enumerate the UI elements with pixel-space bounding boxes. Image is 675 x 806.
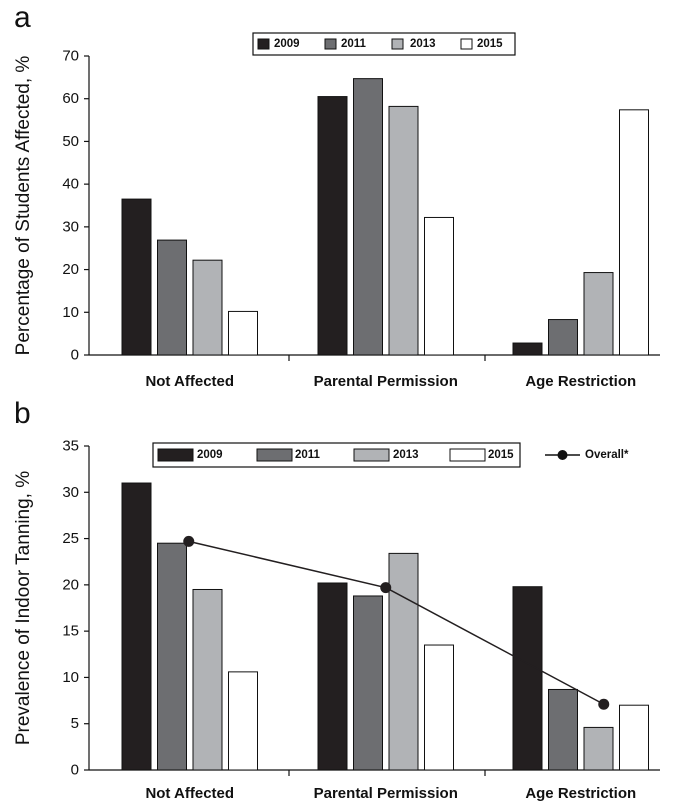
legend-swatch-2015 — [449, 448, 486, 462]
bar-2009-age-restriction — [512, 342, 543, 356]
bar-2013-age-restriction — [583, 726, 614, 771]
y-axis-label: Prevalence of Indoor Tanning, % — [13, 471, 34, 745]
legend-swatch-2011 — [256, 448, 293, 462]
legend-label-2013: 2013 — [410, 38, 436, 50]
bar-2013-parental-permission — [388, 552, 419, 771]
category-label: Parental Permission — [314, 373, 458, 390]
bar-2013-age-restriction — [583, 272, 614, 356]
legend-label-2015: 2015 — [488, 449, 514, 461]
y-tick-label: 5 — [71, 715, 79, 732]
chart-panel-b: b Prevalence of Indoor Tanning, % 0 5 10 15 20… — [13, 397, 660, 802]
overall-point-age-restriction — [598, 698, 610, 710]
bar-2013-not-affected — [192, 588, 223, 771]
bar-2015-age-restriction — [619, 704, 649, 771]
y-tick-label: 30 — [62, 218, 79, 235]
bar-2013-parental-permission — [388, 105, 419, 356]
y-tick-label: 30 — [62, 484, 79, 501]
category-label: Not Affected — [145, 373, 234, 390]
y-tick-label: 0 — [71, 762, 79, 779]
legend-label-2011: 2011 — [341, 38, 367, 50]
chart-panel-a: a Percentage of Students Affected, % 0 10 20… — [13, 1, 660, 390]
legend-label-2009: 2009 — [197, 449, 223, 461]
y-tick-label: 70 — [62, 48, 79, 65]
legend-label-2011: 2011 — [295, 449, 321, 461]
bar-2015-age-restriction — [619, 109, 649, 356]
panel-label: b — [14, 397, 31, 430]
y-tick-label: 10 — [62, 304, 79, 321]
bar-2011-parental-permission — [353, 78, 383, 356]
y-tick-label: 20 — [62, 576, 79, 593]
y-tick-label: 20 — [62, 261, 79, 278]
bar-2015-not-affected — [228, 671, 258, 771]
legend-box — [252, 32, 516, 56]
bar-2011-age-restriction — [548, 688, 578, 771]
legend-label-2013: 2013 — [393, 449, 419, 461]
category-label: Not Affected — [145, 785, 234, 802]
bar-2009-age-restriction — [512, 586, 543, 771]
bar-2011-parental-permission — [353, 595, 383, 771]
legend-label-overall: Overall* — [585, 449, 629, 461]
legend: 2009 2011 2013 2015 Overall* — [152, 442, 629, 468]
y-tick-label: 25 — [62, 530, 79, 547]
bar-2009-not-affected — [121, 482, 152, 771]
bar-2011-not-affected — [157, 239, 187, 356]
panel-label: a — [14, 1, 31, 34]
legend-label-2009: 2009 — [274, 38, 300, 50]
bar-2015-not-affected — [228, 310, 258, 356]
legend: 2009 2011 2013 2015 — [252, 32, 516, 56]
legend-swatch-2013 — [391, 38, 404, 50]
bar-2015-parental-permission — [424, 216, 454, 356]
y-tick-label: 60 — [62, 90, 79, 107]
bar-2009-not-affected — [121, 198, 152, 356]
overall-point-parental-permission — [380, 582, 392, 594]
bar-2011-not-affected — [157, 542, 187, 771]
category-label: Age Restriction — [525, 785, 636, 802]
bar-2015-parental-permission — [424, 644, 454, 771]
bar-2011-age-restriction — [548, 319, 578, 356]
y-tick-label: 35 — [62, 438, 79, 455]
y-tick-label: 15 — [62, 623, 79, 640]
legend-swatch-2013 — [353, 448, 390, 462]
bar-2009-parental-permission — [317, 582, 348, 771]
legend-label-2015: 2015 — [477, 38, 503, 50]
legend-marker-overall — [557, 450, 568, 460]
y-tick-label: 40 — [62, 176, 79, 193]
y-tick-label: 10 — [62, 669, 79, 686]
legend-swatch-2009 — [157, 448, 194, 462]
legend-swatch-2015 — [460, 38, 473, 50]
category-label: Age Restriction — [525, 373, 636, 390]
y-axis-label: Percentage of Students Affected, % — [13, 56, 34, 356]
category-label: Parental Permission — [314, 785, 458, 802]
legend-swatch-2011 — [324, 38, 337, 50]
legend-swatch-2009 — [257, 38, 270, 50]
y-tick-label: 50 — [62, 133, 79, 150]
overall-point-not-affected — [183, 535, 195, 547]
bar-2009-parental-permission — [317, 96, 348, 356]
y-tick-label: 0 — [71, 347, 79, 364]
bar-2013-not-affected — [192, 259, 223, 356]
